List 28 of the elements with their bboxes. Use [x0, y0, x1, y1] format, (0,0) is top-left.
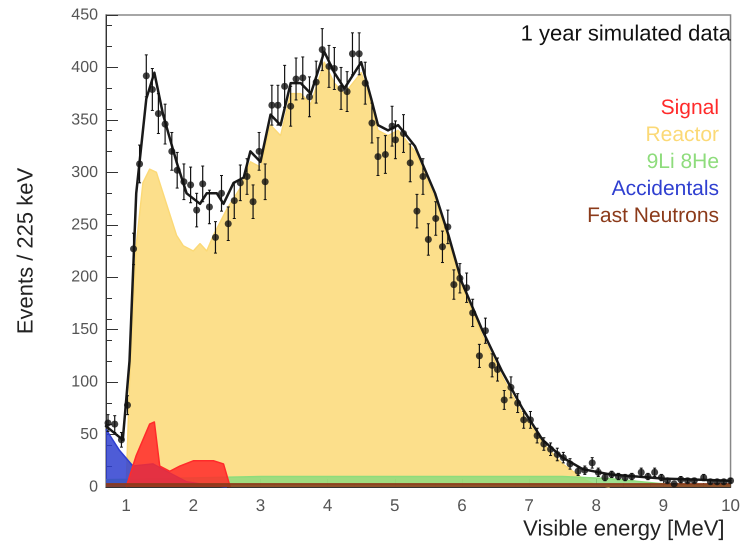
y-tick-label: 50 — [80, 426, 98, 444]
annotation: 1 year simulated data — [520, 20, 732, 46]
y-tick-label: 250 — [71, 216, 98, 234]
x-axis-title: Visible energy [MeV] — [523, 516, 725, 540]
x-tick-label: 9 — [658, 496, 668, 515]
text: Fast Neutrons — [587, 204, 719, 227]
y-tick-label: 350 — [71, 111, 98, 128]
y-axis-title: Events / 225 keV — [12, 168, 38, 334]
text: Reactor — [645, 123, 720, 146]
x-tick-label: 2 — [188, 496, 198, 515]
text: Accidentals — [612, 177, 719, 200]
text: 9Li 8He — [646, 150, 719, 173]
x-tick-label: 8 — [592, 496, 601, 515]
y-tick-label: 400 — [71, 58, 98, 76]
x-tick-label: 3 — [256, 496, 266, 515]
x-tick-label: 5 — [390, 496, 400, 515]
y-tick-label: 150 — [71, 321, 98, 338]
y-tick-label: 0 — [89, 478, 98, 496]
x-tick-label: 1 — [121, 496, 131, 515]
x-tick-label: 10 — [721, 496, 740, 515]
y-tick-label: 300 — [71, 164, 98, 181]
y-tick-label: 450 — [71, 6, 98, 24]
x-tick-label: 6 — [457, 496, 467, 515]
x-tick-label: 7 — [524, 496, 534, 515]
y-tick-label: 100 — [71, 374, 98, 391]
x-tick-label: 4 — [322, 496, 332, 515]
y-tick-label: 200 — [71, 268, 98, 286]
text: Signal — [660, 96, 719, 119]
